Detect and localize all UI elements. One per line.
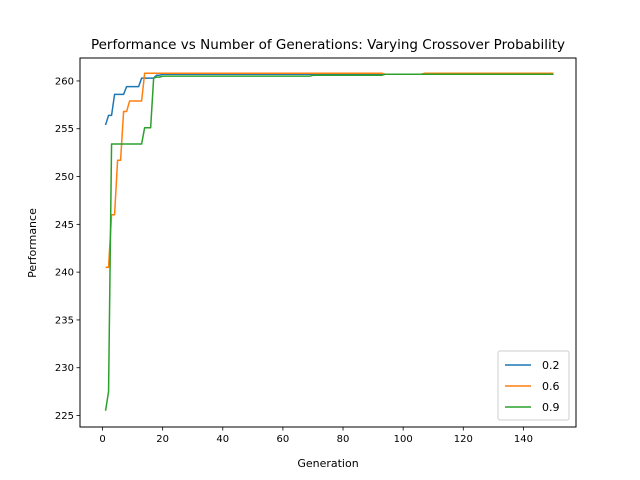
y-tick-label: 260 [55,76,74,87]
x-tick-label: 0 [99,434,105,445]
y-tick-label: 245 [55,220,74,231]
y-axis-label: Performance [26,208,39,278]
x-tick-label: 80 [337,434,350,445]
x-tick-label: 120 [454,434,473,445]
legend-label-0.9: 0.9 [542,401,560,414]
legend-box [497,350,570,421]
plot-lines [104,72,554,411]
series-line-0.9 [104,73,554,411]
x-tick-label: 60 [277,434,290,445]
y-tick-label: 250 [55,172,74,183]
y-axis-ticks: 225 230 235 240 245 250 255 260 [55,76,80,422]
x-tick-label: 20 [156,434,169,445]
y-tick-label: 235 [55,315,74,326]
legend: 0.2 0.6 0.9 [497,350,570,421]
x-tick-label: 100 [394,434,413,445]
plot-frame [79,57,577,428]
y-tick-label: 255 [55,124,74,135]
y-tick-label: 230 [55,363,74,374]
y-tick-label: 240 [55,268,74,279]
x-axis-ticks: 0 20 40 60 80 100 120 140 [99,427,533,445]
series-line-0.2 [104,73,554,126]
legend-label-0.2: 0.2 [542,359,560,372]
chart-title: Performance vs Number of Generations: Va… [91,37,565,53]
x-tick-label: 140 [514,434,533,445]
x-tick-label: 40 [216,434,229,445]
legend-label-0.6: 0.6 [542,380,560,393]
y-tick-label: 225 [55,411,74,422]
x-axis-label: Generation [297,457,358,470]
